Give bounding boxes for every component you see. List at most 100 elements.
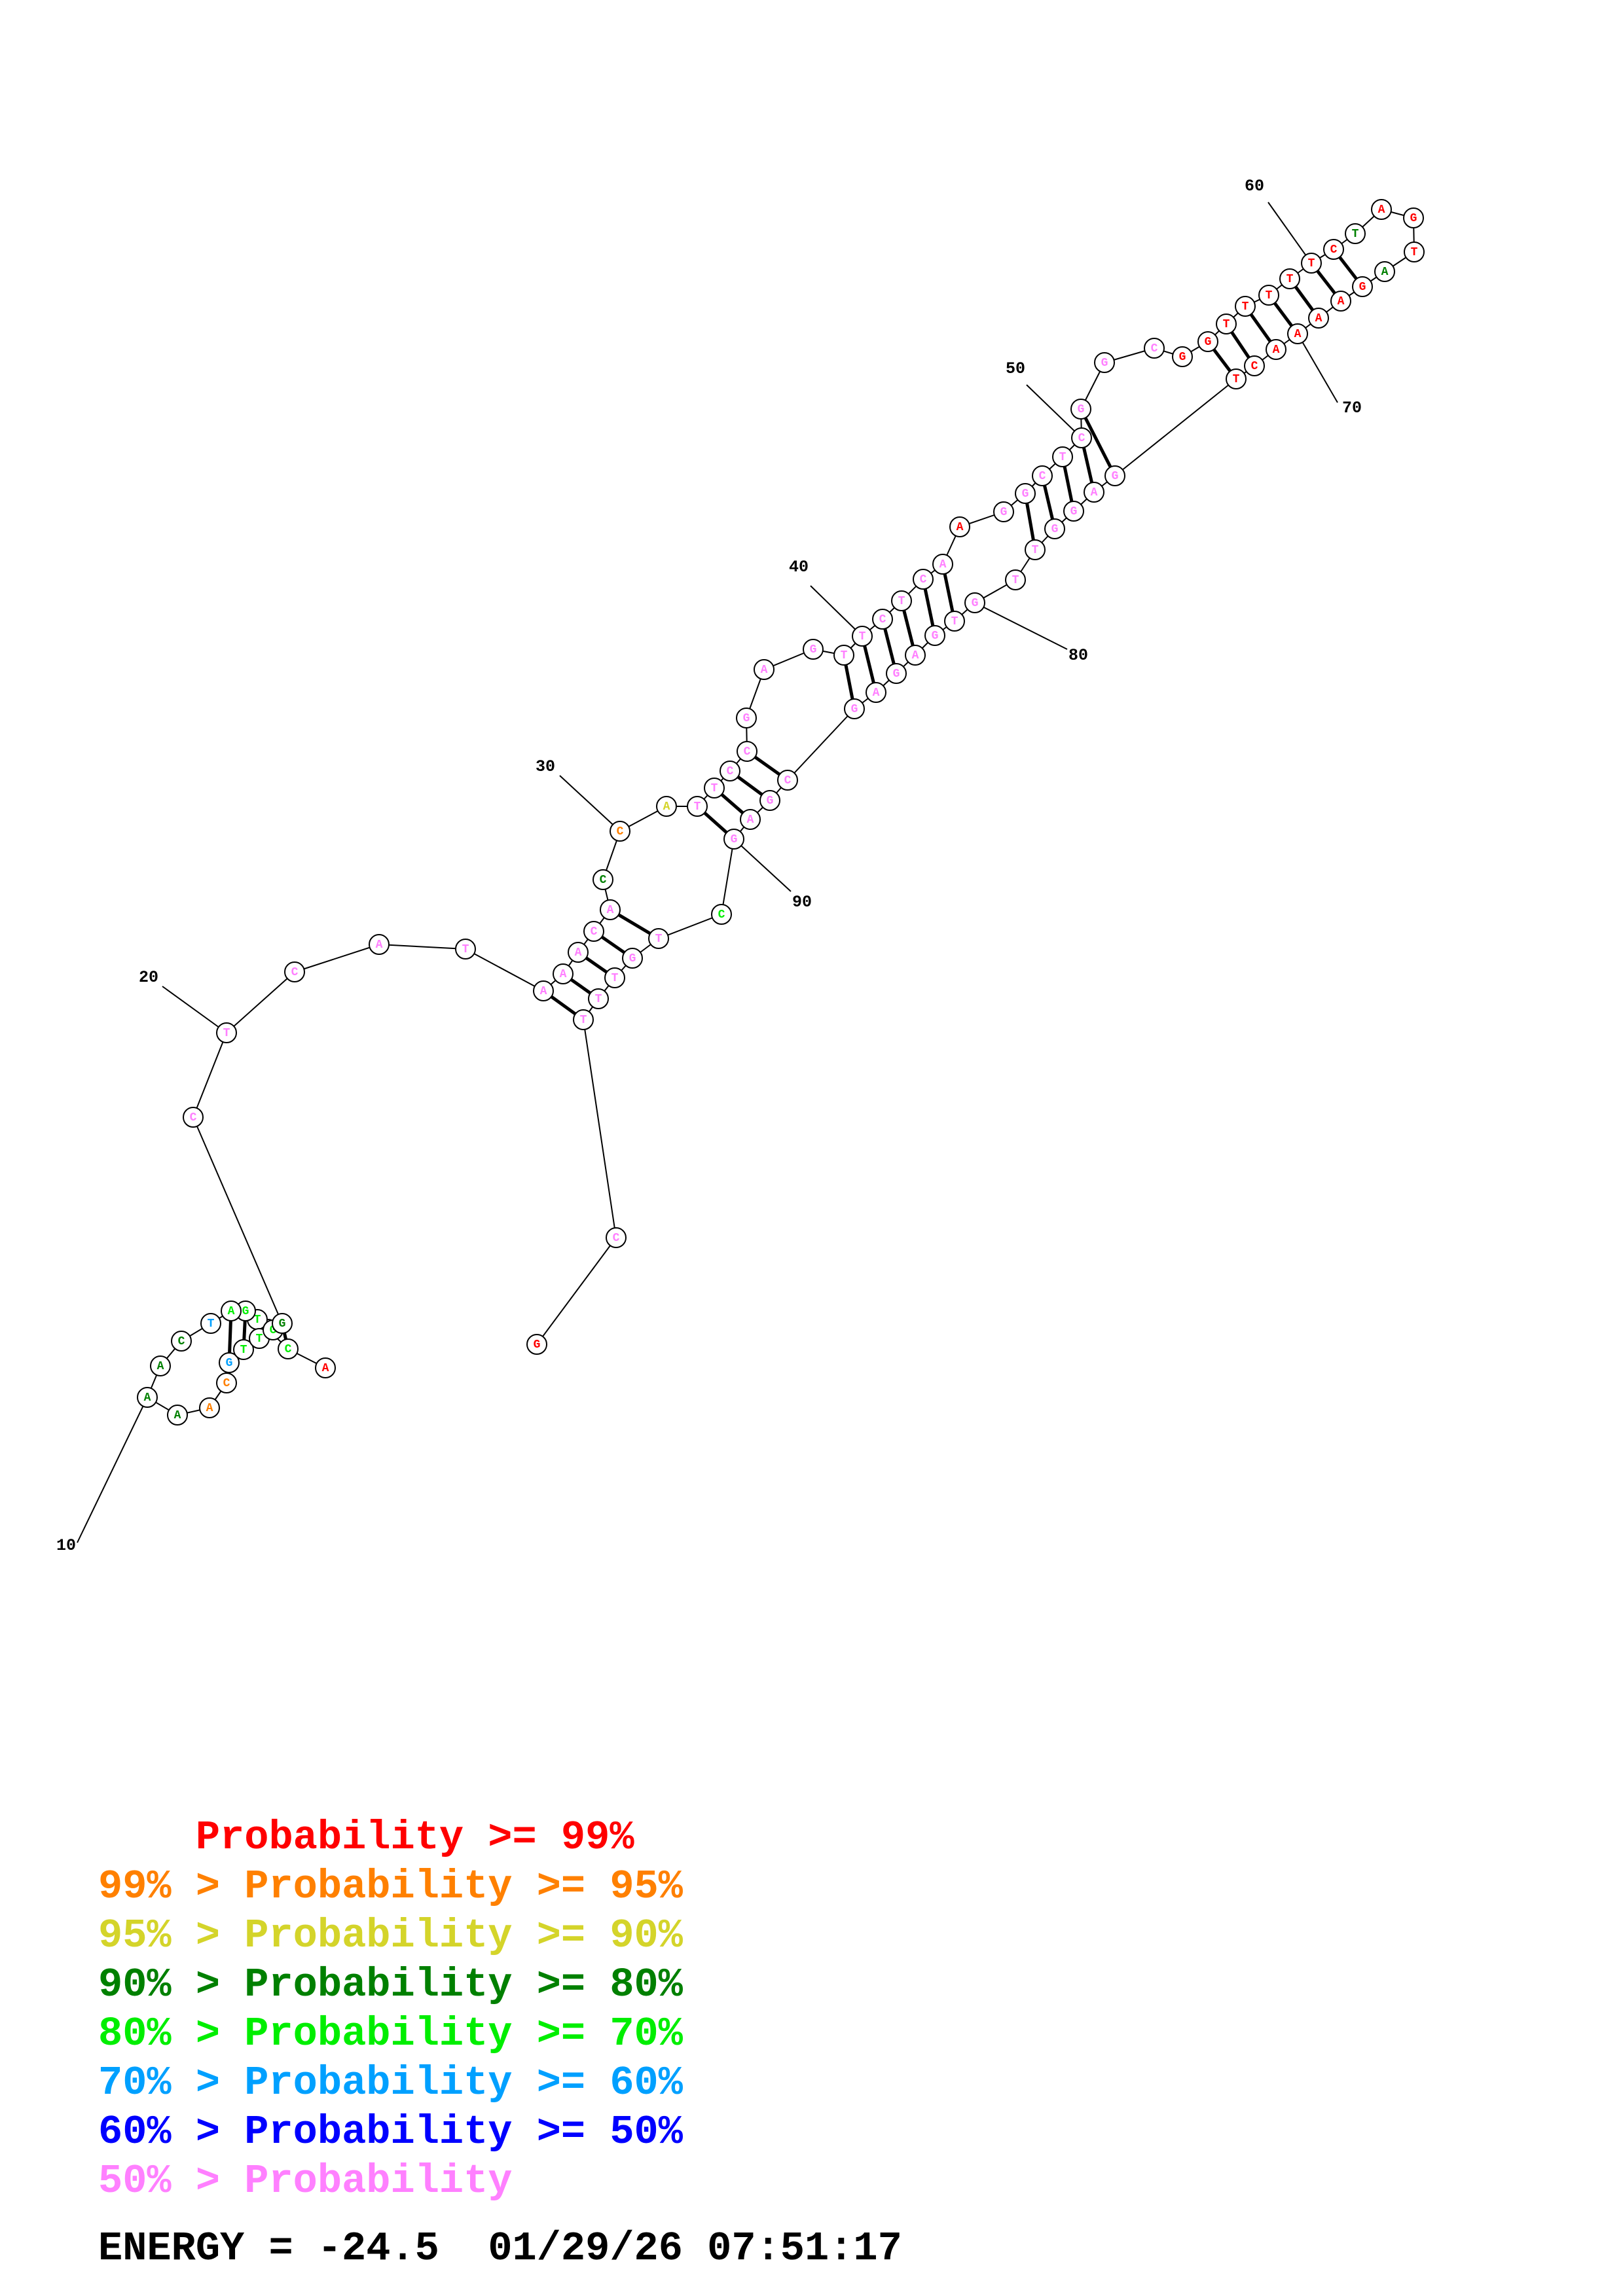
nucleotide-letter: G: [1000, 506, 1008, 519]
nucleotide-letter: C: [1078, 432, 1085, 445]
backbone-segment: [1114, 378, 1237, 476]
nucleotide: C: [1032, 465, 1053, 486]
backbone-segment: [658, 914, 722, 939]
nucleotide: A: [1374, 261, 1395, 282]
nucleotide: T: [1345, 223, 1366, 244]
nucleotide: C: [720, 761, 740, 781]
nucleotide: G: [886, 663, 907, 684]
nucleotide-circle: [369, 934, 390, 955]
nucleotide-letter: T: [1286, 273, 1294, 286]
nucleotide: T: [216, 1022, 237, 1043]
nucleotide: A: [150, 1355, 171, 1376]
nucleotide-circle: [833, 645, 854, 666]
nucleotide: T: [233, 1339, 254, 1360]
nucleotide: A: [1371, 199, 1392, 220]
nucleotide-circle: [777, 770, 798, 791]
nucleotide-letter: C: [718, 908, 725, 922]
nucleotide: G: [1070, 399, 1091, 420]
legend-label: Probability: [244, 2158, 513, 2204]
nucleotide-circle: [219, 1352, 240, 1373]
nucleotide: T: [1226, 368, 1247, 389]
nucleotide-letter: G: [1179, 351, 1186, 364]
legend-row: 80% > Probability >= 70%: [98, 2009, 683, 2058]
nucleotide-circle: [1258, 285, 1279, 306]
nucleotide: A: [740, 809, 761, 830]
index-label: 30: [536, 757, 555, 776]
nucleotide-letter: A: [560, 968, 567, 981]
nucleotide: C: [913, 569, 934, 590]
nucleotide-circle: [610, 821, 630, 842]
nucleotide-letter: A: [957, 521, 964, 534]
nucleotide-circle: [759, 790, 780, 811]
nucleotide-circle: [233, 1339, 254, 1360]
nucleotide: A: [1308, 308, 1329, 329]
nucleotide-circle: [216, 1022, 237, 1043]
nucleotide: G: [1403, 207, 1424, 228]
nucleotide-circle: [1071, 427, 1092, 448]
nucleotide-circle: [891, 590, 912, 611]
nucleotide-letter: A: [1381, 266, 1389, 279]
nucleotide-letter: G: [1205, 336, 1212, 349]
nucleotide: T: [833, 645, 854, 666]
nucleotide-circle: [183, 1107, 204, 1128]
index-label: 80: [1068, 646, 1088, 665]
nucleotide: T: [944, 611, 965, 632]
nucleotide-letter: T: [711, 782, 718, 795]
nucleotide-letter: G: [242, 1305, 249, 1318]
index-tick: [733, 838, 792, 892]
legend-prefix: 95% >: [98, 1912, 245, 1959]
nucleotide-circle: [526, 1334, 547, 1355]
legend-prefix: 70% >: [98, 2060, 245, 2106]
nucleotide: T: [1235, 296, 1256, 317]
legend-label: Probability >= 99%: [195, 1814, 634, 1861]
nucleotide-letter: A: [761, 664, 768, 677]
energy-footer: ENERGY = -24.5 01/29/26 07:51:17: [98, 2225, 902, 2272]
base-pair-bond: [1079, 408, 1117, 477]
nucleotide-letter: G: [1022, 488, 1029, 501]
index-tick: [974, 602, 1068, 650]
nucleotide-letter: T: [208, 1318, 215, 1331]
nucleotide-circle: [711, 904, 732, 925]
legend-row: 60% > Probability >= 50%: [98, 2108, 683, 2157]
nucleotide-circle: [944, 611, 965, 632]
legend-label: Probability >= 60%: [244, 2060, 683, 2106]
nucleotide: C: [1323, 239, 1344, 260]
nucleotide-circle: [737, 741, 757, 762]
nucleotide: T: [1216, 314, 1237, 334]
nucleotide-circle: [1323, 239, 1344, 260]
nucleotide-circle: [1308, 308, 1329, 329]
index-label: 70: [1342, 399, 1362, 418]
nucleotide-circle: [600, 899, 621, 920]
nucleotide-circle: [455, 939, 476, 960]
nucleotide: A: [1287, 323, 1308, 344]
nucleotide: A: [754, 659, 775, 680]
nucleotide-letter: C: [285, 1343, 292, 1356]
nucleotide-circle: [604, 967, 625, 988]
legend-prefix: 99% >: [98, 1863, 245, 1910]
legend-row: 95% > Probability >= 90%: [98, 1911, 683, 1960]
legend-row: 70% > Probability >= 60%: [98, 2058, 683, 2108]
backbone-segment: [226, 971, 295, 1033]
nucleotide-circle: [1070, 399, 1091, 420]
nucleotide-letter: T: [611, 972, 619, 985]
index-tick: [1297, 333, 1338, 403]
nucleotide: G: [1352, 276, 1373, 297]
nucleotide-letter: A: [607, 904, 614, 917]
nucleotide-letter: G: [1078, 403, 1085, 416]
nucleotide-letter: A: [575, 946, 582, 960]
backbone-segment: [465, 948, 544, 992]
nucleotide-letter: A: [1294, 328, 1302, 341]
nucleotide: G: [1044, 518, 1065, 539]
backbone-segment: [721, 838, 735, 915]
legend-label: Probability >= 90%: [244, 1912, 683, 1959]
nucleotide: G: [1104, 465, 1125, 486]
nucleotide-letter: G: [270, 1324, 277, 1337]
nucleotide: T: [1005, 569, 1026, 590]
nucleotide: G: [272, 1313, 293, 1334]
nucleotide-letter: G: [1410, 212, 1417, 225]
nucleotide-letter: A: [1378, 204, 1385, 217]
nucleotide-letter: C: [591, 925, 598, 939]
index-ticks: 10 20 30 40 50 60 70 80 90: [56, 177, 1362, 1555]
legend-row: 90% > Probability >= 80%: [98, 1960, 683, 2009]
legend-label: Probability >= 95%: [244, 1863, 683, 1910]
